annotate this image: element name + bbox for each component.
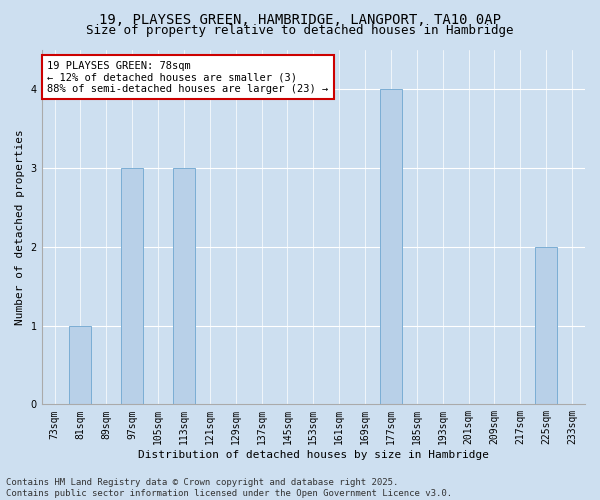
Text: 19 PLAYSES GREEN: 78sqm
← 12% of detached houses are smaller (3)
88% of semi-det: 19 PLAYSES GREEN: 78sqm ← 12% of detache… — [47, 60, 328, 94]
Y-axis label: Number of detached properties: Number of detached properties — [15, 130, 25, 325]
Bar — [121, 168, 143, 404]
Text: Contains HM Land Registry data © Crown copyright and database right 2025.
Contai: Contains HM Land Registry data © Crown c… — [6, 478, 452, 498]
X-axis label: Distribution of detached houses by size in Hambridge: Distribution of detached houses by size … — [138, 450, 489, 460]
Text: Size of property relative to detached houses in Hambridge: Size of property relative to detached ho… — [86, 24, 514, 37]
Bar — [70, 326, 91, 404]
Text: 19, PLAYSES GREEN, HAMBRIDGE, LANGPORT, TA10 0AP: 19, PLAYSES GREEN, HAMBRIDGE, LANGPORT, … — [99, 12, 501, 26]
Bar — [380, 90, 402, 405]
Bar — [535, 247, 557, 404]
Bar — [173, 168, 195, 404]
